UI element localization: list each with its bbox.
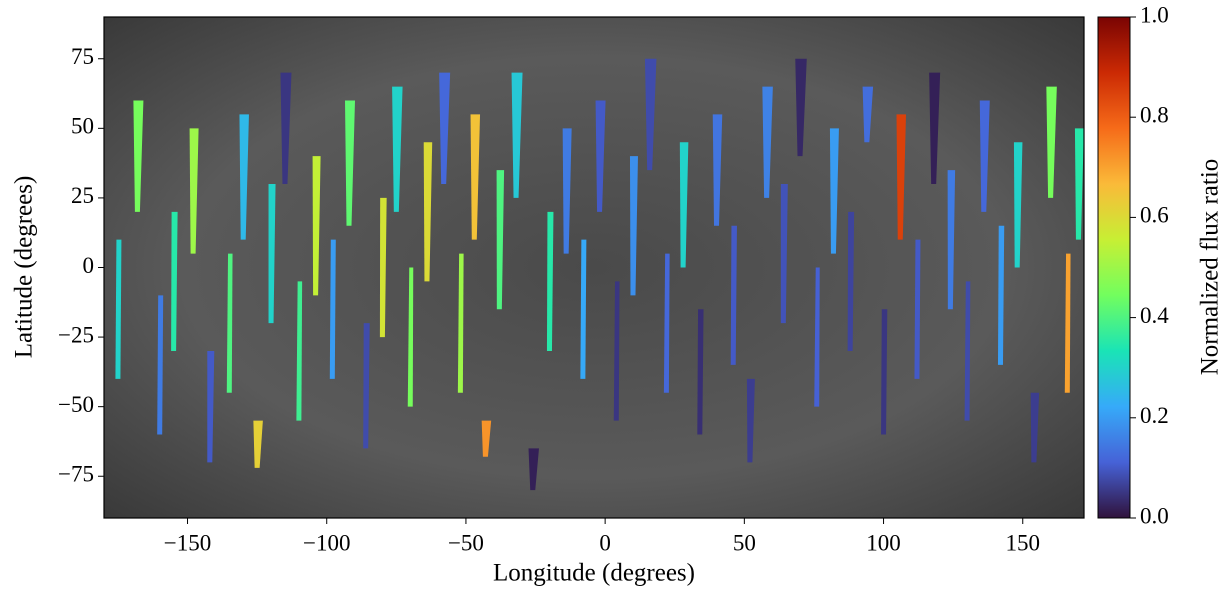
flux-segment — [1064, 253, 1071, 393]
flux-segment — [312, 156, 321, 296]
flux-segment — [613, 281, 620, 421]
flux-segment — [171, 211, 178, 351]
y-tick-label: 25 — [71, 183, 94, 208]
x-tick-label: 150 — [1006, 530, 1041, 555]
flux-segment — [115, 239, 122, 379]
flux-segment — [847, 211, 855, 351]
colorbar — [1097, 16, 1131, 519]
y-tick-label: 0 — [83, 253, 95, 278]
y-tick-label: −75 — [58, 462, 94, 487]
flux-segment — [862, 86, 874, 143]
colorbar-tick-label: 0.2 — [1140, 403, 1169, 428]
flux-segment — [363, 323, 370, 449]
flux-segment — [929, 72, 941, 184]
flux-segment — [329, 239, 336, 379]
y-tick-label: 75 — [71, 44, 94, 69]
colorbar-tick-label: 1.0 — [1140, 2, 1169, 27]
flux-segment — [253, 420, 263, 468]
y-tick-label: 50 — [71, 114, 94, 139]
flux-segment — [663, 253, 670, 393]
flux-segment — [379, 197, 387, 338]
x-tick-label: −50 — [448, 530, 484, 555]
flux-segment — [457, 253, 464, 393]
colorbar-tick-label: 0.0 — [1140, 503, 1169, 528]
x-axis-label: Longitude (degrees) — [493, 560, 695, 587]
x-tick-label: −100 — [303, 530, 350, 555]
flux-segment — [712, 114, 723, 226]
flux-segment — [157, 295, 164, 435]
flux-segment — [189, 128, 199, 254]
flux-segment — [268, 184, 276, 324]
flux-segment — [644, 58, 657, 171]
flux-segment — [481, 420, 492, 457]
colorbar-tick-label: 0.4 — [1140, 303, 1169, 328]
flux-segment — [629, 156, 638, 296]
flux-segment — [814, 267, 820, 407]
flux-segment — [423, 142, 433, 282]
flux-segment — [964, 281, 971, 421]
flux-segment — [226, 253, 233, 393]
flux-segment — [439, 72, 451, 184]
flux-segment — [997, 225, 1005, 365]
flux-segment — [496, 170, 505, 310]
flux-segment — [1046, 86, 1057, 198]
flux-segment — [511, 72, 523, 198]
y-tick-label: −25 — [58, 322, 94, 347]
colorbar-tick-label: 0.8 — [1140, 102, 1169, 127]
surface-map — [104, 17, 1084, 518]
flux-segment — [345, 100, 355, 226]
flux-segment — [562, 128, 572, 254]
flux-segment — [679, 142, 689, 268]
flux-segment — [392, 86, 403, 212]
flux-segment — [697, 309, 704, 435]
flux-segment — [947, 170, 956, 310]
x-tick-label: 0 — [599, 530, 611, 555]
flux-segment — [762, 86, 773, 198]
flux-segment — [595, 100, 606, 212]
flux-segment — [1030, 392, 1040, 463]
flux-segment — [528, 448, 539, 491]
flux-segment — [780, 184, 788, 324]
flux-segment — [746, 378, 755, 463]
flux-segment — [979, 100, 990, 212]
plot-area — [115, 58, 1084, 491]
flux-segment — [896, 114, 906, 240]
y-tick-label: −50 — [58, 392, 94, 417]
flux-segment — [914, 239, 921, 379]
x-tick-label: −150 — [164, 530, 211, 555]
x-tick-label: 50 — [733, 530, 756, 555]
flux-segment — [407, 267, 414, 407]
flux-segment — [881, 309, 888, 435]
flux-segment — [470, 114, 481, 240]
colorbar-label: Normalized flux ratio — [1197, 159, 1224, 376]
flux-segment — [795, 58, 807, 157]
x-tick-label: 100 — [866, 530, 901, 555]
flux-segment — [239, 114, 249, 240]
y-axis-label: Latitude (degrees) — [11, 176, 38, 359]
colorbar-tick-label: 0.6 — [1140, 203, 1169, 228]
flux-segment — [1074, 128, 1084, 240]
flux-segment — [133, 100, 144, 212]
flux-segment — [730, 225, 737, 365]
flux-segment — [296, 281, 303, 421]
flux-segment — [207, 351, 215, 463]
flux-segment — [1013, 142, 1023, 268]
flux-segment — [580, 239, 587, 379]
flux-segment — [829, 128, 839, 254]
flux-segment — [280, 72, 292, 184]
flux-segment — [546, 211, 554, 351]
